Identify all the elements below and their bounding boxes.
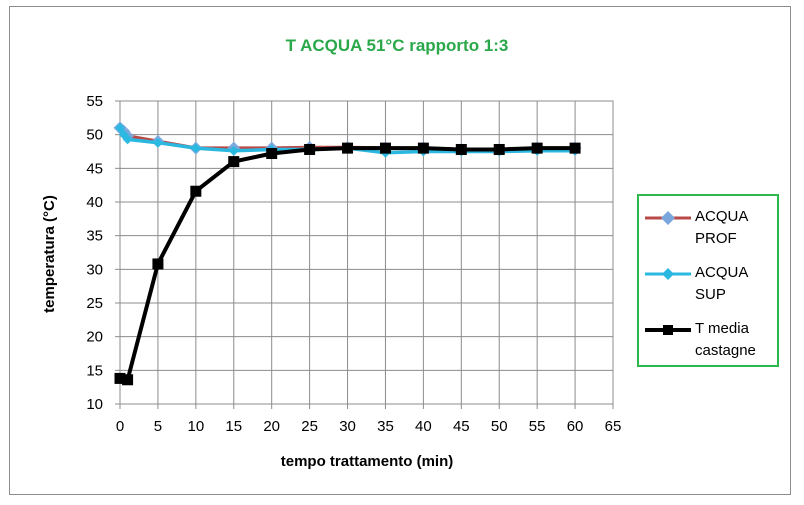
x-tick-label: 45 — [453, 418, 470, 435]
grid — [115, 100, 614, 409]
y-tick-label: 55 — [86, 93, 103, 110]
legend-label-t-media-castagne: T media castagne — [695, 320, 756, 359]
legend-item-acqua-sup: ACQUA SUP — [639, 256, 779, 308]
y-tick-label: 45 — [86, 160, 103, 177]
data-point — [114, 372, 126, 384]
data-point — [152, 137, 163, 148]
y-tick-label: 35 — [86, 228, 103, 245]
y-tick-label: 20 — [86, 329, 103, 346]
data-point — [152, 258, 164, 270]
data-point — [115, 122, 125, 133]
data-point — [122, 134, 133, 145]
y-axis-label: temperatura (°C) — [41, 195, 58, 313]
legend-item-acqua-prof: ACQUA PROF — [639, 200, 779, 252]
y-tick-label: 10 — [86, 396, 103, 413]
y-tick-label: 30 — [86, 261, 103, 278]
y-tick-label: 40 — [86, 194, 103, 211]
data-point — [531, 142, 543, 154]
data-point — [190, 143, 201, 154]
data-point — [190, 185, 202, 197]
x-tick-label: 50 — [491, 418, 508, 435]
x-axis-ticks: 0 5 10 15 20 25 30 35 40 45 50 55 60 65 — [116, 418, 622, 435]
x-tick-label: 20 — [263, 418, 280, 435]
data-point — [493, 143, 505, 155]
series-line-t-media-castagne — [119, 146, 576, 382]
x-tick-label: 40 — [415, 418, 432, 435]
x-tick-label: 25 — [301, 418, 318, 435]
legend-marker-acqua-prof — [645, 211, 691, 225]
data-point — [569, 142, 581, 154]
x-tick-label: 0 — [116, 418, 124, 435]
x-tick-label: 35 — [377, 418, 394, 435]
legend-marker-t-media-castagne — [645, 325, 691, 335]
x-tick-label: 30 — [339, 418, 356, 435]
data-point — [118, 129, 129, 140]
x-tick-label: 55 — [529, 418, 546, 435]
x-tick-label: 65 — [605, 418, 622, 435]
x-tick-label: 60 — [567, 418, 584, 435]
y-axis-ticks: 10 15 20 25 30 35 40 45 50 55 — [86, 93, 103, 413]
data-point — [455, 143, 467, 155]
x-tick-label: 10 — [188, 418, 205, 435]
data-point — [122, 374, 134, 386]
data-point — [342, 142, 354, 154]
legend-item-t-media-castagne: T media castagne — [639, 312, 779, 364]
y-tick-label: 50 — [86, 127, 103, 144]
legend-marker-acqua-sup — [645, 268, 691, 280]
data-point — [379, 142, 391, 154]
series-layer — [113, 121, 582, 386]
data-point — [304, 143, 316, 155]
series-t-media-castagne — [114, 142, 581, 386]
chart-title: T ACQUA 51°C rapporto 1:3 — [286, 36, 509, 55]
legend: ACQUA PROF ACQUA SUP T media castagne — [637, 194, 779, 367]
y-tick-label: 25 — [86, 295, 103, 312]
legend-label-acqua-sup: ACQUA SUP — [695, 264, 749, 303]
data-point — [228, 145, 239, 156]
x-axis-label: tempo trattamento (min) — [281, 453, 454, 470]
y-tick-label: 15 — [86, 362, 103, 379]
data-point — [228, 156, 240, 168]
data-point — [266, 148, 278, 160]
data-point — [417, 142, 429, 154]
x-tick-label: 15 — [225, 418, 242, 435]
x-tick-label: 5 — [154, 418, 162, 435]
legend-label-acqua-prof: ACQUA PROF — [695, 208, 749, 247]
